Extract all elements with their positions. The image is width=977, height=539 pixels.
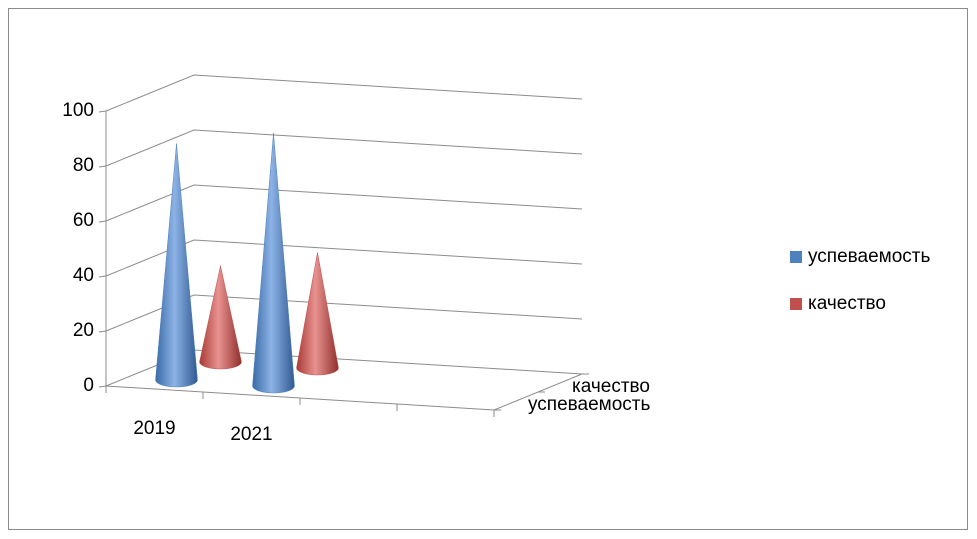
cone — [252, 132, 295, 394]
grid-line — [105, 184, 583, 222]
y-tick-label: 20 — [73, 320, 94, 341]
y-tick-label: 80 — [73, 155, 94, 176]
y-tick — [98, 220, 107, 223]
grid-line — [105, 129, 583, 167]
depth-label: успеваемость — [528, 394, 650, 415]
grid-line — [105, 294, 583, 332]
cone — [155, 143, 198, 388]
cone — [199, 265, 242, 370]
y-tick-label: 0 — [83, 375, 94, 396]
x-tick-label: 2019 — [133, 418, 175, 439]
legend-swatch — [790, 251, 802, 263]
y-tick — [98, 275, 107, 278]
y-tick-label: 40 — [73, 265, 94, 286]
y-tick — [98, 165, 107, 168]
depth-label: качество — [572, 376, 650, 397]
legend-label: успеваемость — [808, 246, 930, 267]
y-tick-label: 100 — [62, 100, 94, 121]
cone — [296, 252, 339, 376]
y-tick-label: 60 — [73, 210, 94, 231]
chart-border — [8, 8, 968, 530]
grid-line — [105, 239, 583, 277]
legend-swatch — [790, 298, 802, 310]
y-tick — [98, 330, 107, 333]
y-tick — [98, 385, 107, 388]
y-tick — [98, 110, 107, 113]
x-tick-label: 2021 — [230, 424, 272, 445]
legend-label: качество — [808, 293, 886, 314]
grid-line — [105, 74, 583, 112]
